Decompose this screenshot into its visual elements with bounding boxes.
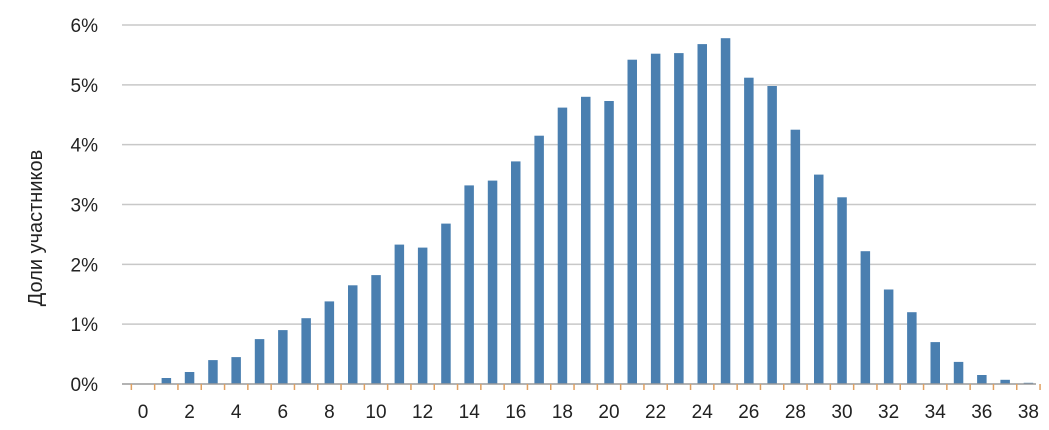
x-tick-label: 4 — [231, 402, 242, 423]
x-tick-label: 34 — [925, 402, 947, 423]
y-tick-label: 6% — [71, 16, 99, 37]
x-tick-label: 10 — [365, 402, 386, 423]
x-axis: 0 2 4 6 8 10 12 14 16 18 20 22 24 26 28 30 32 34 36 38 — [122, 383, 1041, 423]
bar — [417, 247, 428, 384]
bar — [441, 223, 451, 384]
bar — [837, 197, 847, 384]
bar — [814, 174, 824, 384]
bar — [511, 161, 521, 384]
y-tick-label: 2% — [71, 255, 99, 276]
x-tick-label: 18 — [552, 402, 573, 423]
bar — [324, 301, 335, 384]
bar — [930, 342, 940, 384]
bar — [184, 372, 195, 384]
x-tick-label: 14 — [459, 402, 481, 423]
x-tick-label: 32 — [878, 402, 899, 423]
bar — [208, 360, 218, 384]
bar — [860, 251, 871, 384]
bar — [371, 275, 381, 384]
bar — [1000, 379, 1010, 384]
bar — [953, 361, 964, 384]
y-tick-label: 4% — [71, 136, 99, 157]
bar — [278, 330, 288, 384]
bar — [697, 44, 707, 384]
grid-lines — [122, 24, 1036, 325]
bar — [977, 375, 987, 384]
x-tick-label: 28 — [785, 402, 806, 423]
x-tick-label: 30 — [831, 402, 852, 423]
bar — [581, 96, 591, 385]
bar — [674, 53, 684, 384]
x-tick-label: 24 — [692, 402, 714, 423]
y-tick-label: 1% — [71, 315, 99, 336]
y-axis: 0% 1% 2% 3% 4% 5% 6% — [71, 16, 99, 396]
x-tick-label: 20 — [598, 402, 619, 423]
bar — [907, 312, 917, 384]
y-tick-label: 5% — [71, 76, 99, 97]
x-tick-label: 6 — [278, 402, 289, 423]
x-tick-label: 0 — [138, 402, 149, 423]
bar — [464, 185, 474, 384]
bar — [161, 378, 172, 384]
x-tick-label: 26 — [738, 402, 759, 423]
bar — [231, 357, 241, 384]
bar — [790, 129, 801, 384]
bar — [883, 289, 894, 384]
x-tick-label: 16 — [505, 402, 526, 423]
bar — [767, 86, 777, 384]
x-tick-label: 36 — [971, 402, 992, 423]
bar — [650, 53, 661, 384]
x-tick-label: 8 — [324, 402, 335, 423]
bar — [301, 318, 311, 384]
bar — [254, 339, 265, 384]
x-tick-label: 22 — [645, 402, 666, 423]
y-tick-label: 0% — [71, 375, 99, 396]
bar — [604, 101, 614, 384]
x-tick-label: 12 — [412, 402, 433, 423]
bar — [720, 38, 731, 384]
bar — [744, 77, 754, 384]
bars — [161, 38, 1034, 385]
x-tick-label: 38 — [1018, 402, 1039, 423]
bar — [394, 244, 405, 384]
bar — [627, 59, 637, 384]
bar — [348, 285, 358, 384]
bar — [557, 107, 568, 384]
x-tick-label: 2 — [184, 402, 195, 423]
y-axis-label: Доли участников — [25, 150, 47, 307]
y-tick-label: 3% — [71, 196, 99, 217]
bar — [487, 180, 498, 384]
bar — [534, 135, 544, 384]
